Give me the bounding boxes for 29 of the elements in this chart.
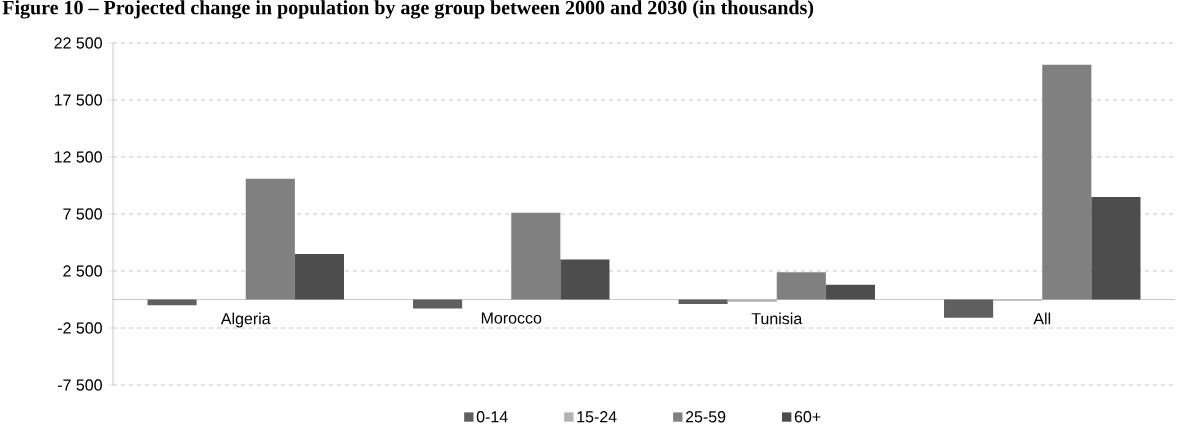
x-tick-label: All bbox=[1033, 312, 1051, 325]
bar bbox=[511, 212, 561, 300]
y-tick-label: -7 500 bbox=[57, 379, 102, 391]
x-tick-label: Morocco bbox=[481, 312, 542, 324]
bar bbox=[944, 299, 994, 318]
chart-title: Figure 10 – Projected change in population by age group between 2000 and 2030 (in thousands) bbox=[2, 0, 814, 19]
legend-label: 60+ bbox=[794, 411, 821, 423]
legend-label: 0-14 bbox=[476, 411, 508, 423]
bar bbox=[294, 253, 344, 300]
bar bbox=[727, 299, 777, 302]
x-tick-label: Tunisia bbox=[751, 312, 803, 325]
bar bbox=[147, 299, 197, 306]
bar bbox=[678, 299, 728, 305]
bar bbox=[1091, 196, 1141, 300]
y-tick-label: 2 500 bbox=[63, 265, 102, 277]
legend-label: 15-24 bbox=[577, 411, 617, 423]
y-tick-label: -2 500 bbox=[57, 322, 102, 334]
bar bbox=[560, 259, 610, 300]
y-tick-label: 7 500 bbox=[63, 208, 102, 220]
bar bbox=[825, 284, 875, 300]
x-tick-label: Algeria bbox=[220, 312, 271, 328]
bar bbox=[413, 299, 463, 309]
y-tick-label: 17 500 bbox=[54, 94, 102, 106]
bar bbox=[245, 178, 295, 300]
bar bbox=[1042, 64, 1092, 300]
bar bbox=[776, 272, 826, 300]
y-tick-label: 12 500 bbox=[54, 151, 102, 163]
legend-label: 25-59 bbox=[685, 411, 726, 423]
y-tick-label: 22 500 bbox=[54, 37, 102, 49]
